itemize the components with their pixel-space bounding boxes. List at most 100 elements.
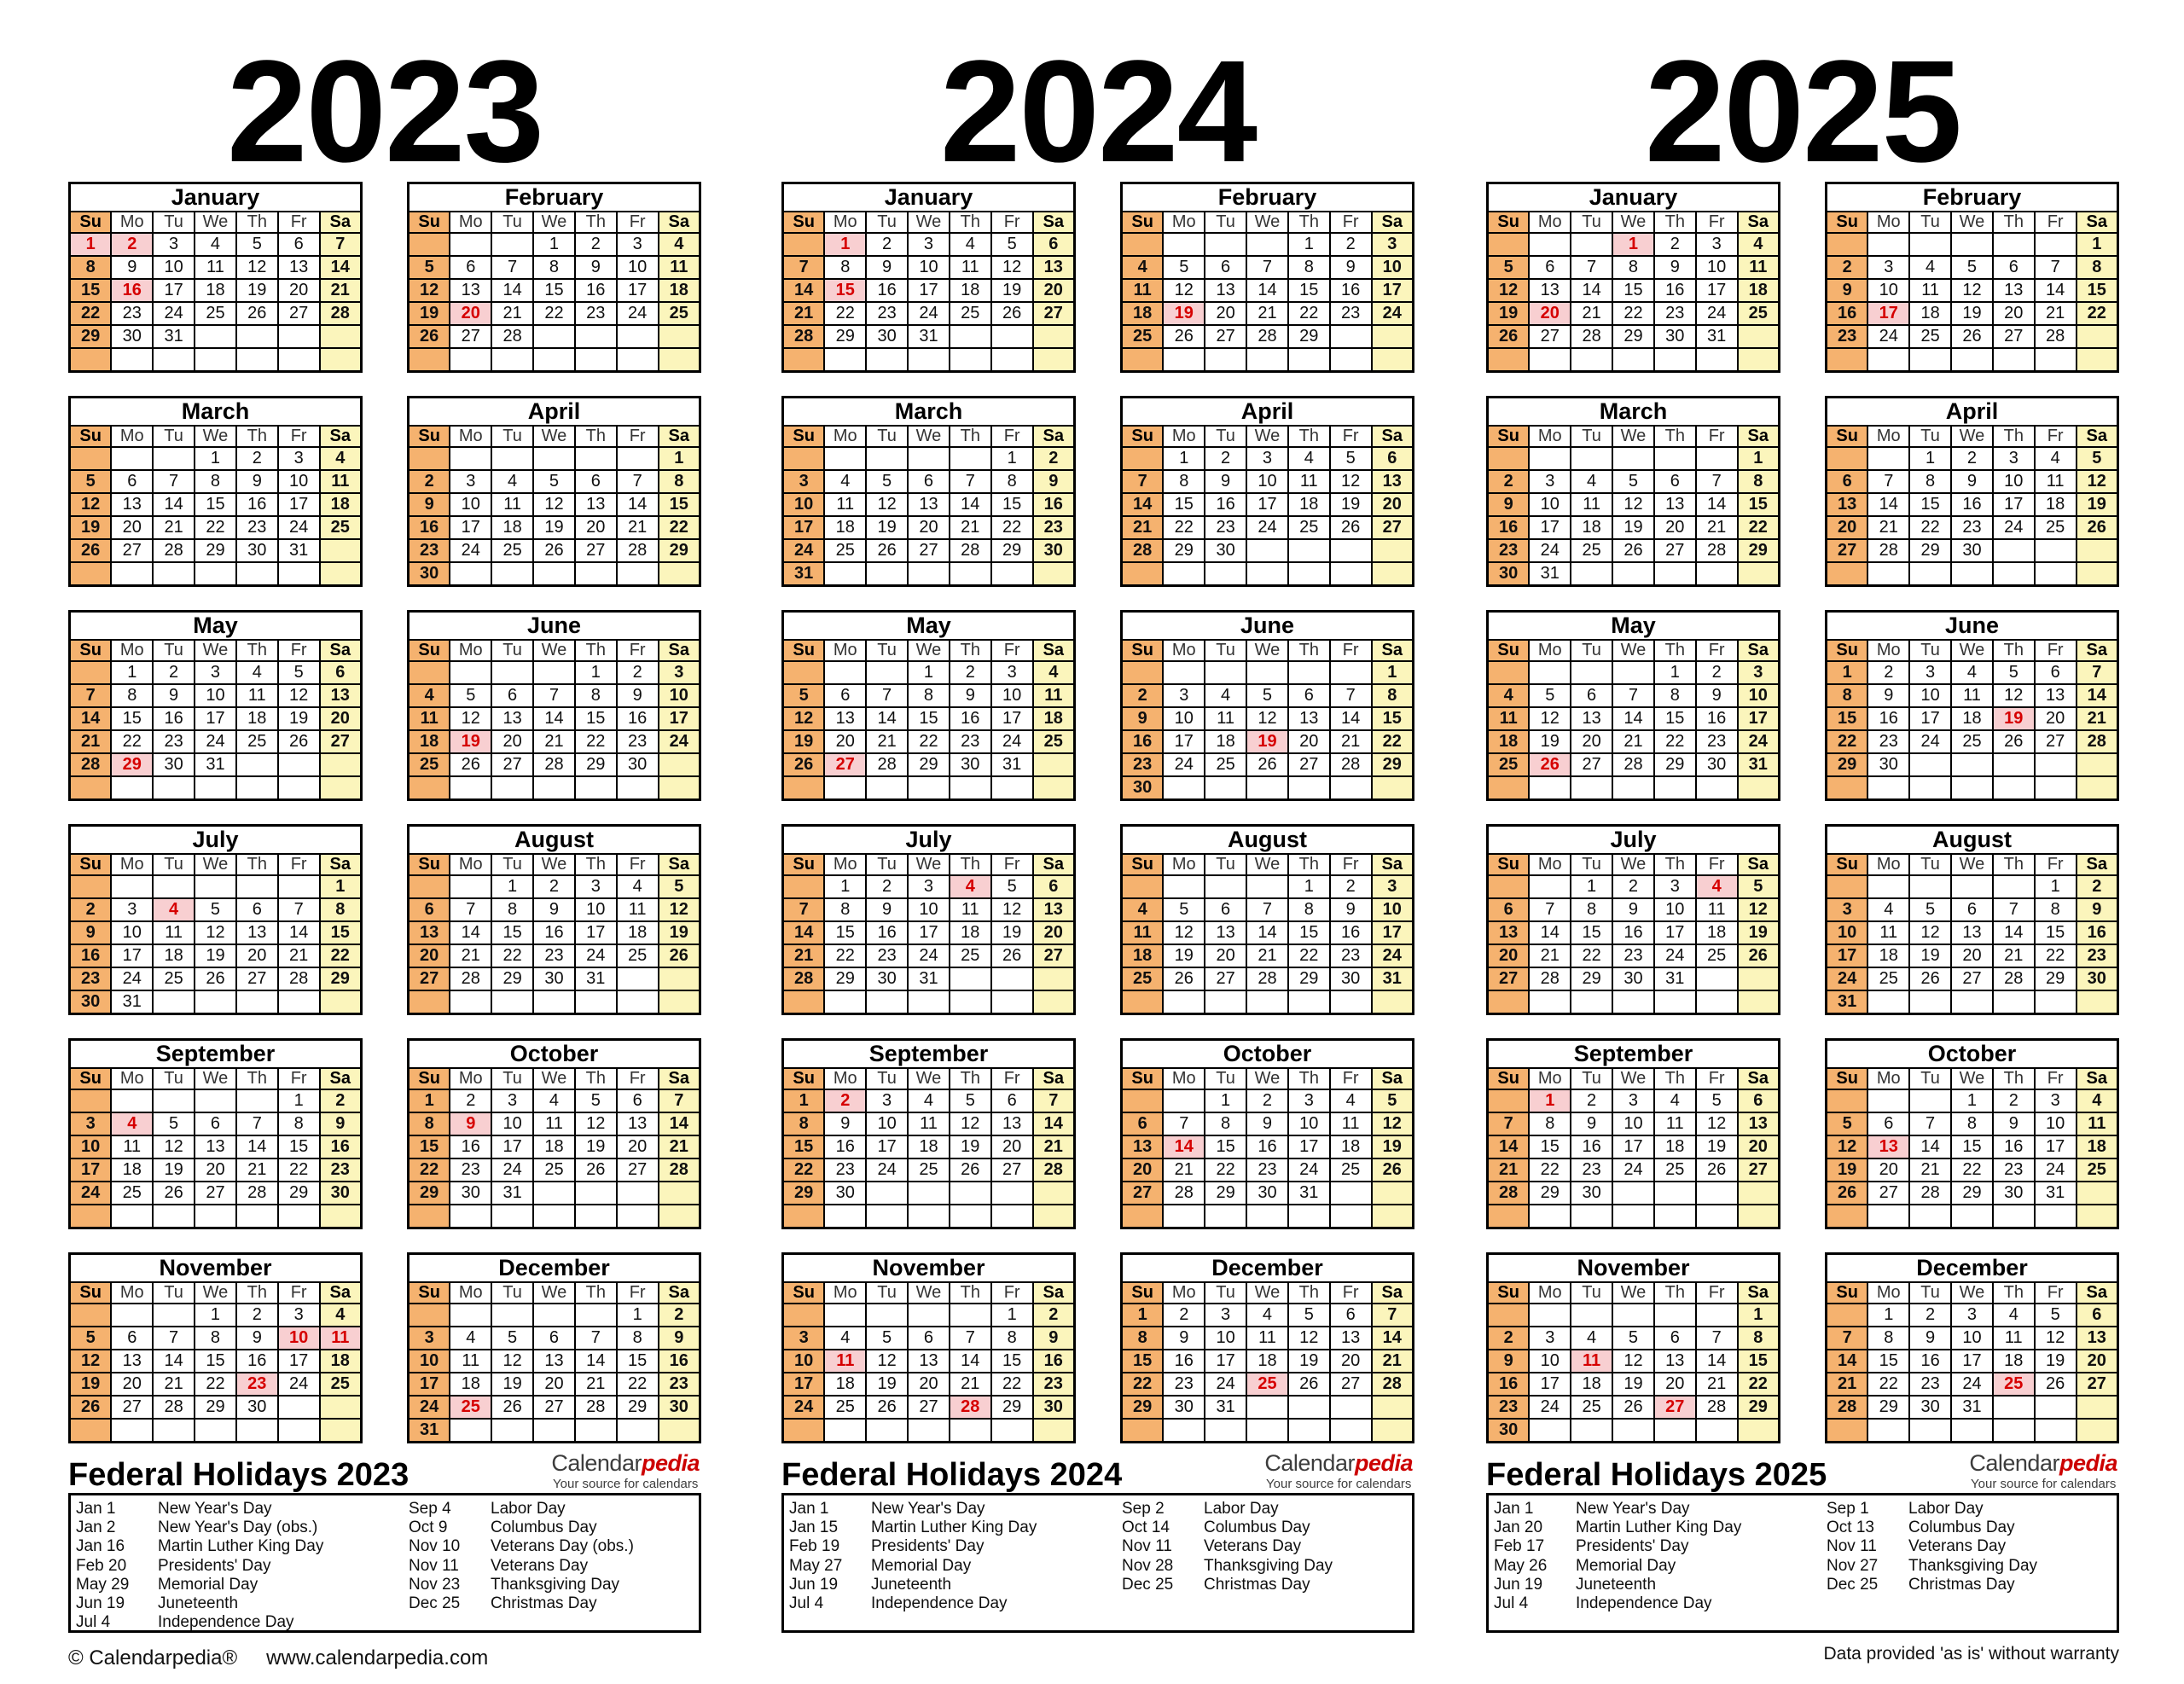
day-cell: 12 [1162,278,1206,303]
month-title: September [1486,1038,1780,1069]
empty-day-cell [194,561,237,587]
week-row: 28 29 30 31 [781,967,1076,991]
day-cell: 13 [1991,278,2036,303]
day-cell: 24 [449,538,493,563]
day-cell: 4 [1486,683,1531,708]
day-cell: 17 [1653,920,1697,945]
day-cell: 9 [1204,469,1248,494]
empty-day-cell [152,446,196,471]
day-cell: 10 [1370,897,1414,922]
month-title: May [1486,610,1780,641]
day-cell: 26 [449,752,493,777]
day-cell: 1 [318,874,363,899]
empty-day-cell [1486,874,1531,899]
day-cell: 19 [194,944,237,968]
day-cell: 20 [1204,944,1248,968]
empty-day-cell [615,990,659,1015]
holidays-header: Federal Holidays 2023 Calendarpedia Your s… [68,1451,701,1491]
day-cell: 1 [276,1089,321,1113]
day-of-week-row: Su Mo Tu We Th Fr Sa [781,1281,1076,1304]
empty-day-cell [1528,775,1572,801]
day-cell: 26 [1162,324,1206,349]
day-cell: 26 [1287,1372,1331,1397]
empty-day-cell [865,990,909,1015]
day-cell: 17 [276,492,321,517]
day-cell: 6 [1825,469,1869,494]
day-of-week-header: Sa [1736,425,1780,448]
holiday-name: Presidents' Day [158,1556,271,1575]
holiday-day-cell: 11 [318,1326,363,1350]
month-october-2025: October Su Mo Tu We Th Fr Sa 1 2 3 4 5 6 7 8 9 10 11 12 13 14… [1825,1038,2119,1229]
day-cell: 15 [2075,278,2119,303]
day-cell: 20 [276,278,321,303]
day-cell: 1 [532,232,576,257]
holiday-name: Memorial Day [1576,1556,1676,1575]
day-cell: 30 [318,1181,363,1205]
day-cell: 26 [1612,538,1655,563]
day-cell: 28 [1031,1158,1076,1182]
day-cell: 19 [1908,944,1953,968]
empty-day-cell [235,1204,279,1229]
day-cell: 22 [823,944,868,968]
month-title: June [1825,610,2119,641]
day-of-week-header: Th [235,425,279,448]
day-of-week-header: Fr [1694,425,1739,448]
day-cell: 16 [532,920,576,945]
day-cell: 9 [1162,1326,1206,1350]
day-cell: 26 [948,1158,992,1182]
day-cell: 21 [1120,515,1165,540]
day-cell: 5 [865,1326,909,1350]
day-of-week-header: We [1612,1281,1655,1304]
day-of-week-header: Tu [1204,1281,1248,1304]
day-cell: 23 [1031,1372,1076,1397]
day-cell: 22 [1204,1158,1248,1182]
day-of-week-header: Su [1825,853,1869,876]
day-cell: 26 [235,301,279,326]
day-cell: 10 [1694,255,1739,280]
day-cell: 7 [2075,660,2119,685]
day-cell: 8 [781,1112,826,1136]
day-cell: 15 [110,706,154,731]
week-row: 4 5 6 7 8 9 10 [407,683,701,708]
empty-day-cell [1950,775,1994,801]
month-title: May [68,610,363,641]
empty-day-cell [1246,347,1289,373]
day-cell: 19 [657,920,701,945]
week-row: 1 [1825,232,2119,257]
day-cell: 5 [1370,1089,1414,1113]
day-cell: 25 [2075,1158,2119,1182]
day-cell: 25 [948,301,992,326]
day-cell: 13 [1328,1326,1373,1350]
day-cell: 10 [1612,1112,1655,1136]
day-of-week-header: Su [407,853,451,876]
day-cell: 9 [1031,469,1076,494]
day-cell: 11 [1246,1326,1289,1350]
day-cell: 7 [235,1112,279,1136]
day-cell: 8 [657,469,701,494]
empty-day-cell [1736,1204,1780,1229]
day-cell: 11 [1991,1326,2036,1350]
empty-day-cell [1991,990,2036,1015]
holidays-list-right: Sep 4 Labor Day Oct 9 Columbus Day Nov 10 Vet… [409,1500,634,1613]
empty-day-cell [948,990,992,1015]
day-cell: 22 [907,729,950,754]
month-title-row: February [1825,182,2119,212]
day-cell: 11 [1736,255,1780,280]
empty-day-cell [1991,232,2036,257]
empty-day-cell [948,1303,992,1327]
empty-day-cell [152,1089,196,1113]
day-cell: 31 [2033,1181,2077,1205]
holiday-date: May 26 [1494,1556,1548,1575]
day-cell: 28 [68,752,113,777]
week-row [68,561,363,587]
day-cell: 15 [1736,1349,1780,1373]
day-cell: 6 [1867,1112,1911,1136]
empty-day-cell [276,1204,321,1229]
day-of-week-header: Su [1486,1067,1531,1090]
day-of-week-header: Th [573,211,618,234]
day-cell: 2 [865,874,909,899]
empty-day-cell [1328,1418,1373,1443]
